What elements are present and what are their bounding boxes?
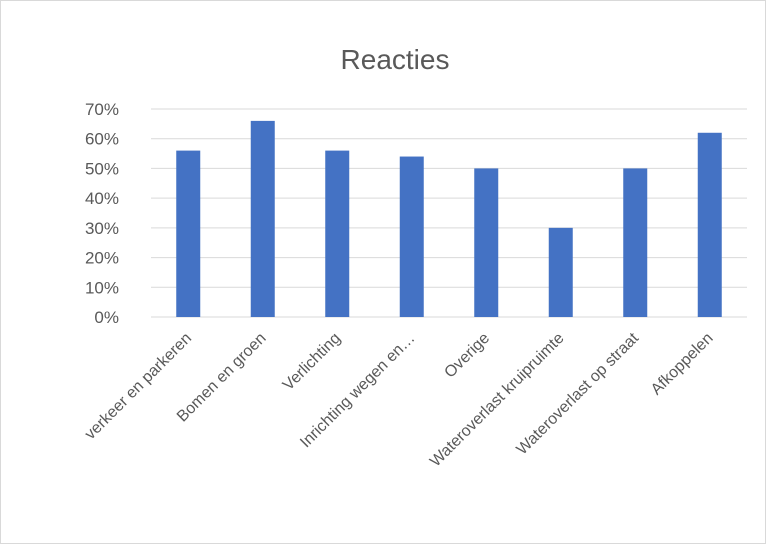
bar bbox=[250, 120, 275, 317]
bar bbox=[548, 227, 573, 317]
x-category-label: Wateroverlast kruipruimte bbox=[427, 330, 568, 471]
y-tick-label: 0% bbox=[94, 308, 119, 327]
bar bbox=[474, 168, 499, 317]
bar bbox=[697, 132, 722, 317]
y-tick-label: 60% bbox=[85, 130, 119, 149]
gridlines bbox=[151, 108, 747, 318]
x-category-label: Overige bbox=[441, 330, 493, 382]
y-tick-label: 70% bbox=[85, 100, 119, 119]
bar bbox=[623, 168, 648, 317]
y-tick-label: 20% bbox=[85, 249, 119, 268]
y-tick-label: 50% bbox=[85, 159, 119, 178]
x-category-label: Wateroverlast op straat bbox=[514, 329, 643, 458]
chart-title: Reacties bbox=[341, 44, 450, 75]
y-axis-ticks: 0% 10% 20% 30% 40% 50% 60% 70% bbox=[85, 100, 119, 327]
y-tick-label: 30% bbox=[85, 219, 119, 238]
bars bbox=[176, 120, 722, 317]
bar bbox=[399, 156, 424, 317]
x-category-label: Afkoppelen bbox=[648, 330, 717, 399]
bar bbox=[176, 150, 201, 317]
x-category-label: Verlichting bbox=[280, 330, 344, 394]
y-tick-label: 40% bbox=[85, 189, 119, 208]
y-tick-label: 10% bbox=[85, 278, 119, 297]
x-category-label: verkeer en parkeren bbox=[82, 330, 195, 443]
bar bbox=[325, 150, 350, 317]
